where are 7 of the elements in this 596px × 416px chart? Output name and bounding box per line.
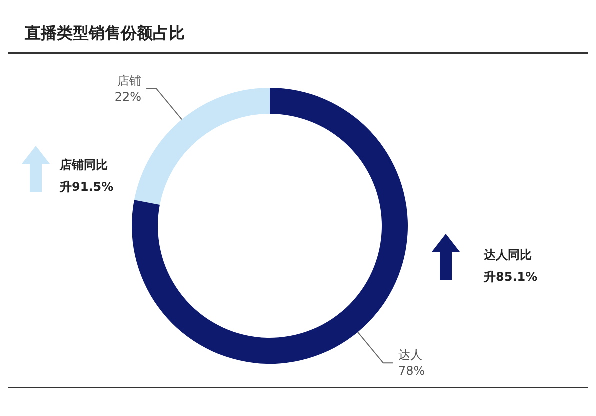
data-label: 22%: [114, 90, 142, 104]
text: 达人同比升85.1%: [483, 248, 538, 284]
slice-label: 达人: [398, 348, 422, 362]
text: 店铺同比升91.5%: [59, 158, 114, 194]
chart-title: 直播类型销售份额占比: [24, 24, 185, 42]
data-label: 78%: [398, 364, 426, 378]
slice-label: 店铺: [118, 74, 142, 88]
